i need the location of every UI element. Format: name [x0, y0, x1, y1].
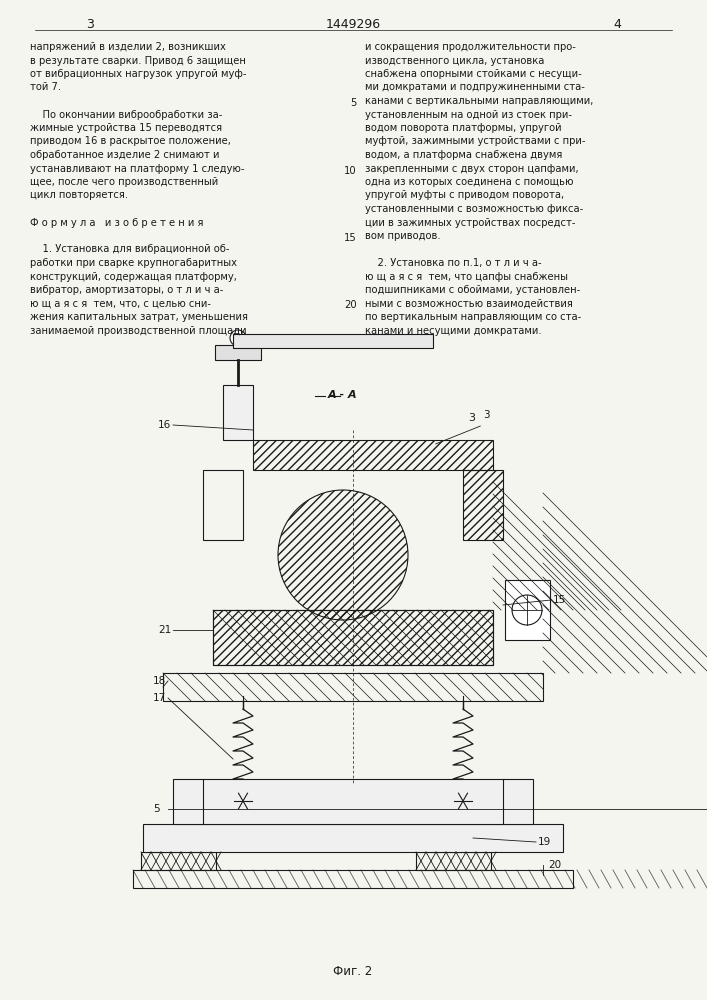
Text: ю щ а я с я  тем, что цапфы снабжены: ю щ а я с я тем, что цапфы снабжены	[365, 271, 568, 282]
Bar	[203, 470, 243, 540]
Text: упругой муфты с приводом поворота,: упругой муфты с приводом поворота,	[365, 190, 564, 200]
Text: напряжений в изделии 2, возникших: напряжений в изделии 2, возникших	[30, 42, 226, 52]
Bar	[233, 334, 433, 348]
Text: По окончании виброобработки за-: По окончании виброобработки за-	[30, 109, 223, 119]
Bar	[253, 440, 493, 470]
Text: цикл повторяется.: цикл повторяется.	[30, 190, 128, 200]
Text: водом поворота платформы, упругой: водом поворота платформы, упругой	[365, 123, 561, 133]
Bar	[141, 852, 216, 870]
Text: 5: 5	[351, 98, 357, 108]
Text: канами и несущими домкратами.: канами и несущими домкратами.	[365, 326, 542, 336]
Text: устанавливают на платформу 1 следую-: устанавливают на платформу 1 следую-	[30, 163, 245, 174]
Bar	[143, 824, 563, 852]
Text: Фиг. 2: Фиг. 2	[334, 965, 373, 978]
Text: 3: 3	[483, 410, 490, 420]
Text: 20: 20	[344, 300, 357, 310]
Bar	[163, 673, 543, 701]
Text: в результате сварки. Привод 6 защищен: в результате сварки. Привод 6 защищен	[30, 55, 246, 66]
Text: 16: 16	[158, 420, 171, 430]
Text: 4: 4	[613, 18, 621, 31]
Text: 17: 17	[153, 693, 166, 703]
Text: работки при сварке крупногабаритных: работки при сварке крупногабаритных	[30, 258, 237, 268]
Text: конструкций, содержащая платформу,: конструкций, содержащая платформу,	[30, 271, 237, 282]
Text: 1449296: 1449296	[325, 18, 380, 31]
Text: снабжена опорными стойками с несущи-: снабжена опорными стойками с несущи-	[365, 69, 582, 79]
Text: 2. Установка по п.1, о т л и ч а-: 2. Установка по п.1, о т л и ч а-	[365, 258, 542, 268]
Text: 15: 15	[344, 233, 357, 243]
Bar	[223, 385, 253, 440]
Text: жения капитальных затрат, уменьшения: жения капитальных затрат, уменьшения	[30, 312, 248, 322]
Text: ми домкратами и подпружиненными ста-: ми домкратами и подпружиненными ста-	[365, 83, 585, 93]
Bar	[463, 470, 503, 540]
Text: установленным на одной из стоек при-: установленным на одной из стоек при-	[365, 109, 572, 119]
Text: 3: 3	[86, 18, 94, 31]
Text: установленными с возможностью фикса-: установленными с возможностью фикса-	[365, 204, 583, 214]
Text: занимаемой производственной площади: занимаемой производственной площади	[30, 326, 247, 336]
Text: щее, после чего производственный: щее, после чего производственный	[30, 177, 218, 187]
Text: Ф о р м у л а   и з о б р е т е н и я: Ф о р м у л а и з о б р е т е н и я	[30, 218, 204, 228]
Text: приводом 16 в раскрытое положение,: приводом 16 в раскрытое положение,	[30, 136, 231, 146]
Text: А - А: А - А	[328, 390, 358, 400]
Text: 20: 20	[548, 860, 561, 870]
Text: жимные устройства 15 переводятся: жимные устройства 15 переводятся	[30, 123, 222, 133]
Text: и сокращения продолжительности про-: и сокращения продолжительности про-	[365, 42, 576, 52]
Text: от вибрационных нагрузок упругой муф-: от вибрационных нагрузок упругой муф-	[30, 69, 247, 79]
Text: водом, а платформа снабжена двумя: водом, а платформа снабжена двумя	[365, 150, 562, 160]
Text: по вертикальным направляющим со ста-: по вертикальным направляющим со ста-	[365, 312, 581, 322]
Bar	[133, 870, 573, 888]
Bar	[213, 610, 493, 665]
Bar	[173, 779, 533, 824]
Text: подшипниками с обоймами, установлен-: подшипниками с обоймами, установлен-	[365, 285, 580, 295]
Text: вибратор, амортизаторы, о т л и ч а-: вибратор, амортизаторы, о т л и ч а-	[30, 285, 223, 295]
Text: муфтой, зажимными устройствами с при-: муфтой, зажимными устройствами с при-	[365, 136, 585, 146]
Text: обработанное изделие 2 снимают и: обработанное изделие 2 снимают и	[30, 150, 219, 160]
Circle shape	[512, 595, 542, 625]
Text: ными с возможностью взаимодействия: ными с возможностью взаимодействия	[365, 298, 573, 308]
Text: канами с вертикальными направляющими,: канами с вертикальными направляющими,	[365, 96, 593, 106]
Text: 1. Установка для вибрационной об-: 1. Установка для вибрационной об-	[30, 244, 230, 254]
Text: 18: 18	[153, 676, 166, 686]
Text: закрепленными с двух сторон цапфами,: закрепленными с двух сторон цапфами,	[365, 163, 578, 174]
Text: 15: 15	[553, 595, 566, 605]
Circle shape	[230, 330, 246, 346]
Text: 3: 3	[468, 413, 475, 423]
Bar	[253, 440, 493, 470]
Bar	[213, 610, 493, 665]
Bar	[505, 580, 550, 640]
Bar	[463, 470, 503, 540]
Text: вом приводов.: вом приводов.	[365, 231, 440, 241]
Text: ю щ а я с я  тем, что, с целью сни-: ю щ а я с я тем, что, с целью сни-	[30, 298, 211, 308]
Text: 19: 19	[538, 837, 551, 847]
Text: ции в зажимных устройствах посредст-: ции в зажимных устройствах посредст-	[365, 218, 575, 228]
Text: 10: 10	[344, 165, 357, 176]
Text: 5: 5	[153, 804, 160, 814]
Bar	[215, 345, 261, 360]
Text: 21: 21	[158, 625, 171, 635]
Text: одна из которых соединена с помощью: одна из которых соединена с помощью	[365, 177, 573, 187]
Text: той 7.: той 7.	[30, 83, 61, 93]
Bar	[416, 852, 491, 870]
Text: изводственного цикла, установка: изводственного цикла, установка	[365, 55, 544, 66]
